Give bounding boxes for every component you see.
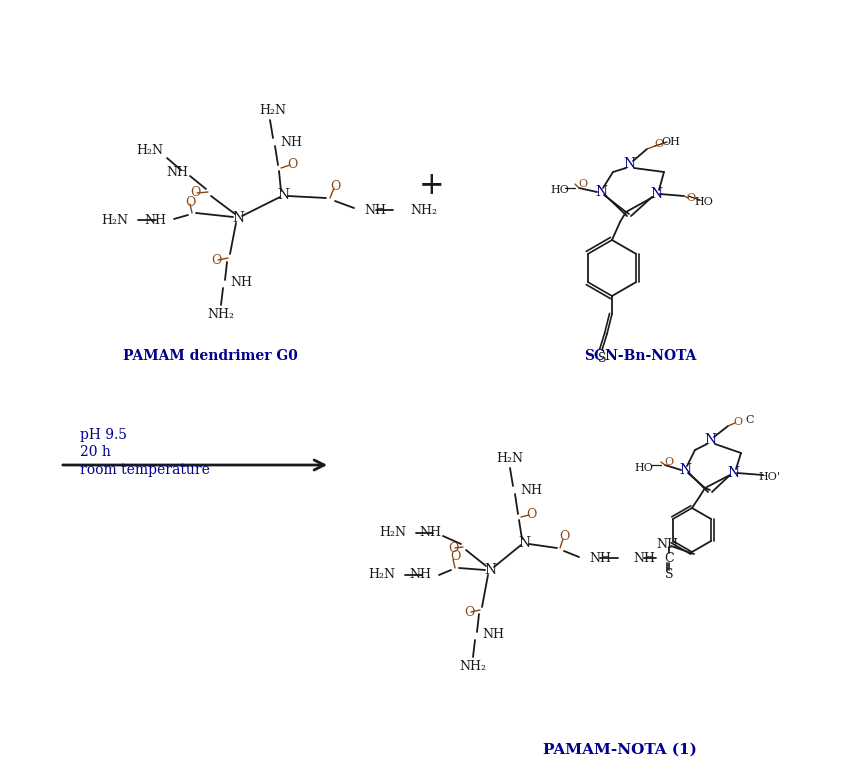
Text: NH: NH: [280, 135, 302, 149]
Text: H₂N: H₂N: [379, 526, 406, 540]
Text: N: N: [704, 433, 716, 447]
Text: O: O: [287, 159, 297, 171]
Text: N: N: [595, 185, 607, 199]
Text: O: O: [733, 417, 743, 427]
Text: HO: HO: [695, 197, 713, 207]
Text: N: N: [277, 188, 289, 202]
Text: HO: HO: [634, 463, 653, 473]
Text: O: O: [654, 139, 663, 149]
Text: PAMAM dendrimer G0: PAMAM dendrimer G0: [122, 349, 297, 363]
Text: NH: NH: [364, 203, 386, 217]
Text: H₂N: H₂N: [259, 103, 286, 117]
Text: C: C: [664, 551, 674, 565]
Text: N: N: [727, 466, 739, 480]
Text: NH₂: NH₂: [459, 661, 486, 673]
Text: O: O: [526, 508, 536, 522]
Text: NH₂: NH₂: [208, 309, 235, 321]
Text: NH: NH: [230, 277, 252, 289]
Text: O: O: [464, 605, 474, 619]
Text: N: N: [232, 211, 244, 225]
Text: S: S: [665, 568, 674, 580]
Text: O: O: [330, 180, 340, 192]
Text: H₂N: H₂N: [101, 213, 128, 227]
Text: N: N: [518, 536, 530, 550]
Text: pH 9.5: pH 9.5: [80, 428, 127, 442]
Text: NH₂: NH₂: [410, 203, 437, 217]
Text: SCN-Bn-NOTA: SCN-Bn-NOTA: [584, 349, 696, 363]
Text: NH: NH: [589, 551, 611, 565]
Text: NH: NH: [419, 526, 441, 540]
Text: O: O: [185, 196, 195, 209]
Text: HO: HO: [550, 185, 569, 195]
Text: O: O: [190, 186, 200, 199]
Text: room temperature: room temperature: [80, 463, 210, 477]
Text: NH: NH: [482, 629, 504, 641]
Text: NH: NH: [520, 483, 542, 497]
Text: 20 h: 20 h: [80, 445, 111, 459]
Text: NH: NH: [144, 213, 166, 227]
Text: +: +: [419, 170, 445, 200]
Text: NH: NH: [656, 537, 678, 551]
Text: NH: NH: [409, 569, 431, 582]
Text: PAMAM-NOTA (1): PAMAM-NOTA (1): [543, 743, 697, 757]
Text: O: O: [578, 179, 587, 189]
Text: N: N: [484, 563, 496, 577]
Text: S: S: [598, 351, 606, 364]
Text: H₂N: H₂N: [136, 144, 163, 156]
Text: C: C: [746, 415, 755, 425]
Text: HO': HO': [758, 472, 780, 482]
Text: N: N: [679, 463, 691, 477]
Text: H₂N: H₂N: [368, 569, 395, 582]
Text: N: N: [623, 157, 635, 171]
Text: OH: OH: [662, 137, 680, 147]
Text: O: O: [450, 551, 460, 564]
Text: O: O: [559, 530, 569, 543]
Text: N: N: [650, 187, 662, 201]
Text: H₂N: H₂N: [496, 451, 523, 465]
Text: NH: NH: [633, 551, 655, 565]
Text: O: O: [686, 193, 695, 203]
Text: O: O: [448, 541, 458, 554]
Text: O: O: [211, 253, 221, 267]
Text: O: O: [664, 457, 674, 467]
Text: NH: NH: [166, 166, 188, 178]
